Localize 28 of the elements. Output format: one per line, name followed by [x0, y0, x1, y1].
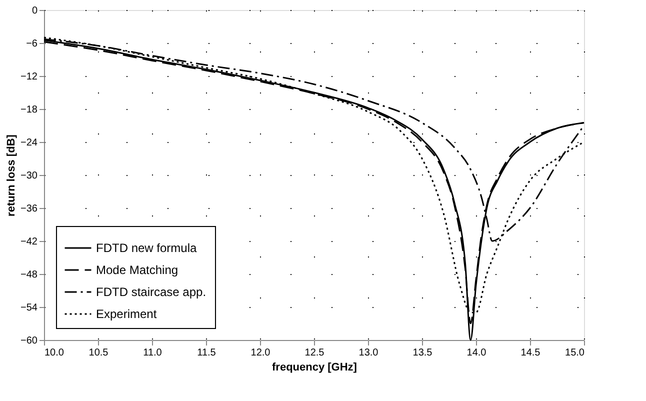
- y-tick-label: −60: [20, 336, 38, 346]
- x-tick-label: 14.0: [466, 348, 487, 358]
- x-axis-title: frequency [GHz]: [272, 362, 358, 374]
- y-tick-label: −42: [20, 236, 38, 248]
- y-tick-label: −18: [20, 104, 38, 116]
- y-tick-label: −6: [26, 38, 38, 50]
- legend-label: FDTD new formula: [96, 241, 198, 255]
- y-tick-label: 0: [32, 6, 38, 16]
- x-tick-label: 11.0: [143, 348, 162, 358]
- legend-label: Experiment: [96, 307, 158, 321]
- x-tick-label: 10.5: [88, 348, 109, 358]
- y-axis-title: return loss [dB]: [6, 134, 18, 216]
- x-tick-label: 11.5: [197, 348, 216, 358]
- y-tick-label: −12: [20, 72, 38, 82]
- x-tick-label: 13.5: [412, 348, 433, 358]
- y-tick-label: −30: [20, 170, 38, 182]
- x-tick-label: 15.0: [565, 348, 585, 358]
- y-tick-label: −54: [20, 302, 38, 314]
- x-tick-label: 12.0: [250, 348, 271, 358]
- x-tick-label: 12.5: [304, 348, 325, 358]
- x-tick-label: 10.0: [44, 348, 64, 358]
- y-tick-label: −36: [20, 204, 38, 214]
- y-tick-label: −24: [20, 138, 38, 148]
- x-tick-label: 13.0: [358, 348, 379, 358]
- x-tick-label: 14.5: [520, 348, 541, 358]
- y-tick-label: −48: [20, 270, 38, 280]
- legend-label: Mode Matching: [96, 263, 178, 277]
- legend-label: FDTD staircase app.: [96, 285, 206, 299]
